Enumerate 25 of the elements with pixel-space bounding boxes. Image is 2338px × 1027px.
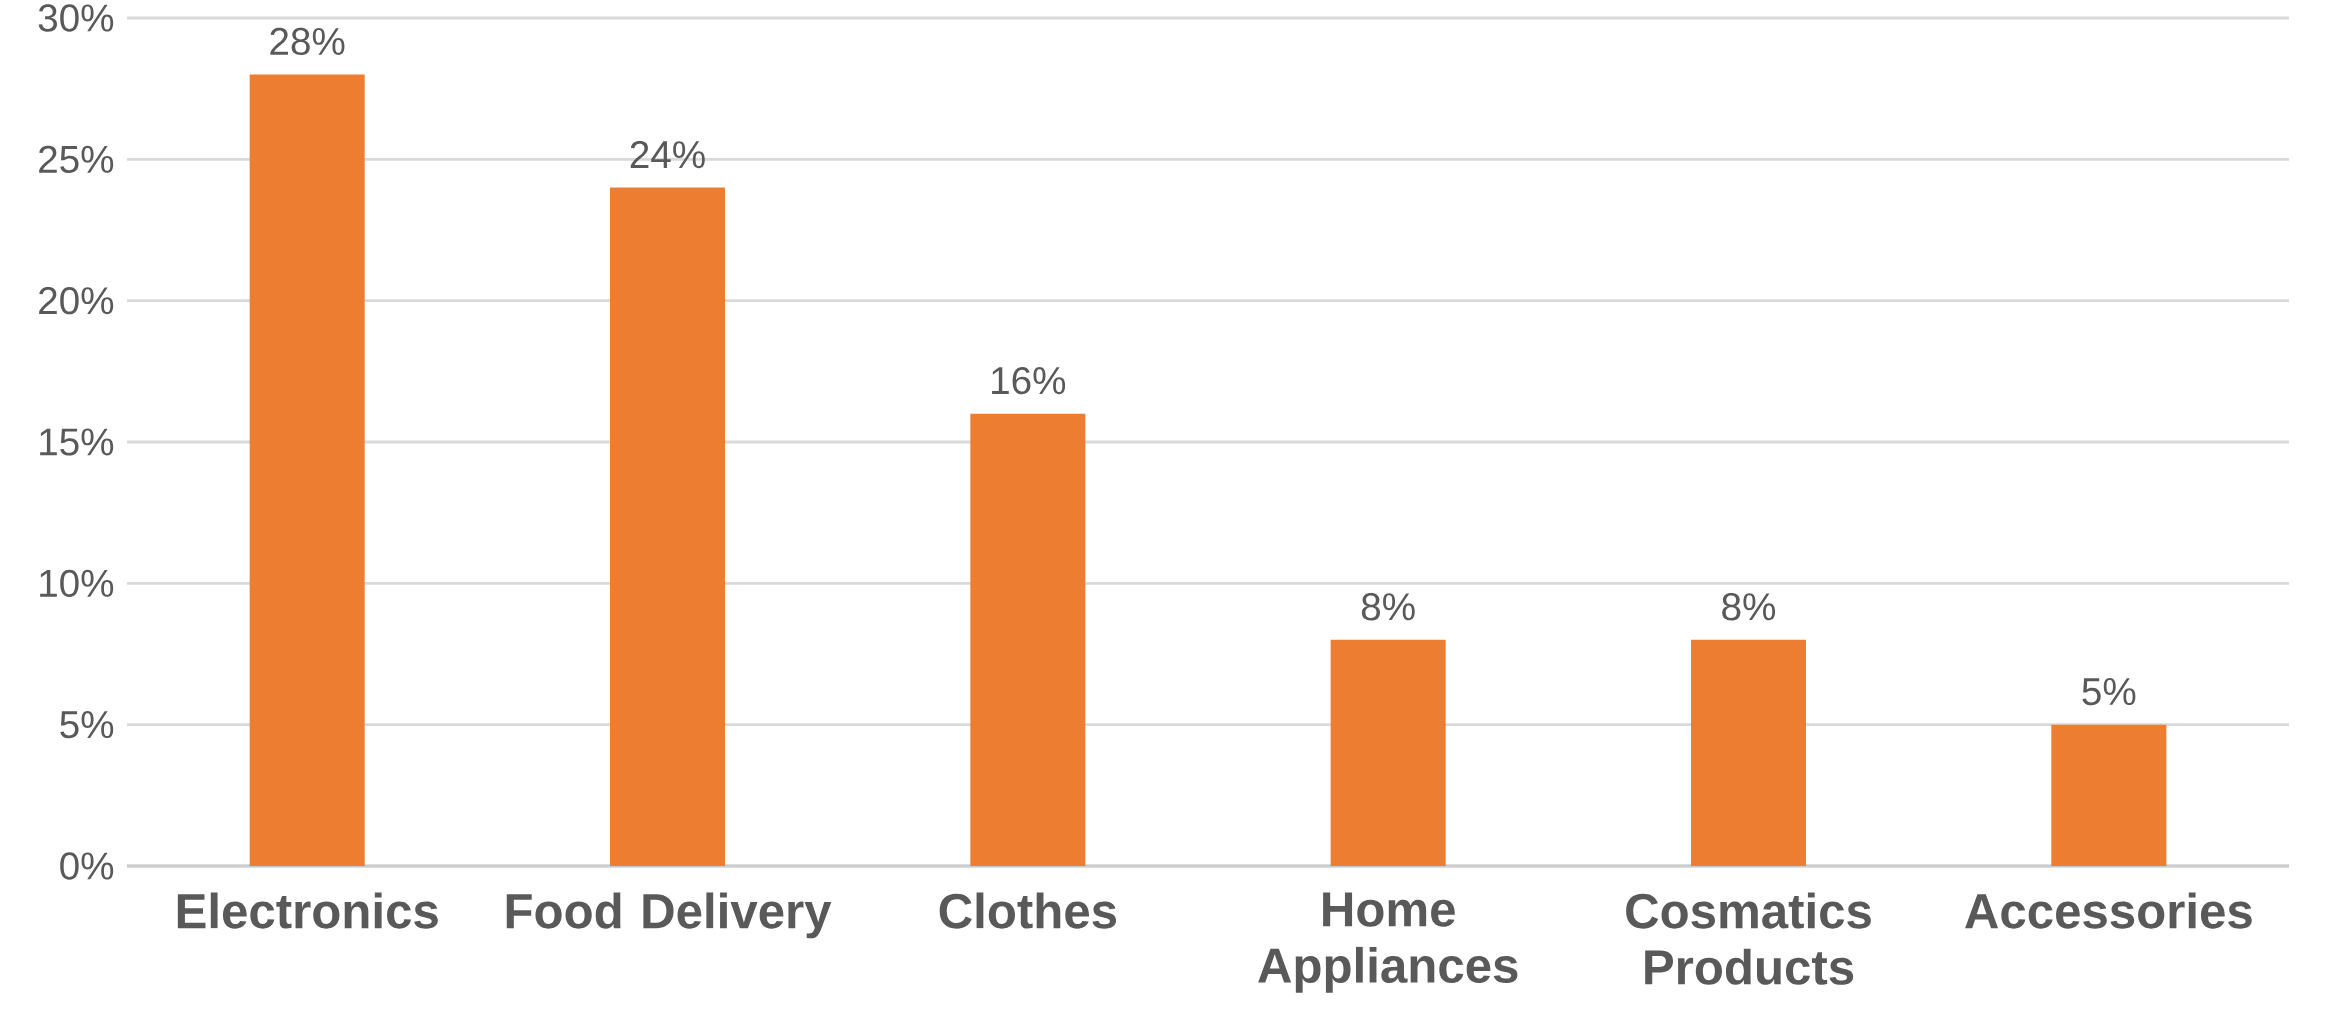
bar	[610, 187, 725, 866]
x-tick-label: Food Delivery	[506, 892, 832, 939]
data-label: 16%	[992, 366, 1066, 395]
bar	[2051, 724, 2167, 866]
y-tick-label: 5%	[60, 711, 114, 739]
bar	[1691, 639, 1806, 866]
bar	[970, 413, 1086, 866]
data-label: 8%	[1361, 593, 1415, 621]
x-tick-label: Accessories	[1965, 892, 2252, 929]
y-tick-label: 10%	[40, 569, 114, 598]
x-tick-label: Clothes	[939, 892, 1117, 929]
y-tick-label: 0%	[60, 852, 114, 880]
data-label: 8%	[1722, 593, 1776, 621]
y-tick-label: 15%	[40, 428, 114, 456]
data-label: 28%	[270, 27, 345, 56]
bar	[1330, 639, 1446, 866]
y-tick-label: 25%	[39, 145, 114, 174]
data-label: 5%	[2082, 678, 2136, 706]
x-tick-label: Home Appliances	[1258, 892, 1518, 993]
y-tick-label: 20%	[39, 287, 114, 315]
x-tick-label: Electronics	[177, 892, 438, 929]
y-tick-label: 30%	[38, 4, 114, 32]
x-tick-label: Cosmatics Products	[1626, 892, 1871, 985]
data-label: 24%	[630, 140, 705, 169]
bar	[249, 74, 365, 866]
